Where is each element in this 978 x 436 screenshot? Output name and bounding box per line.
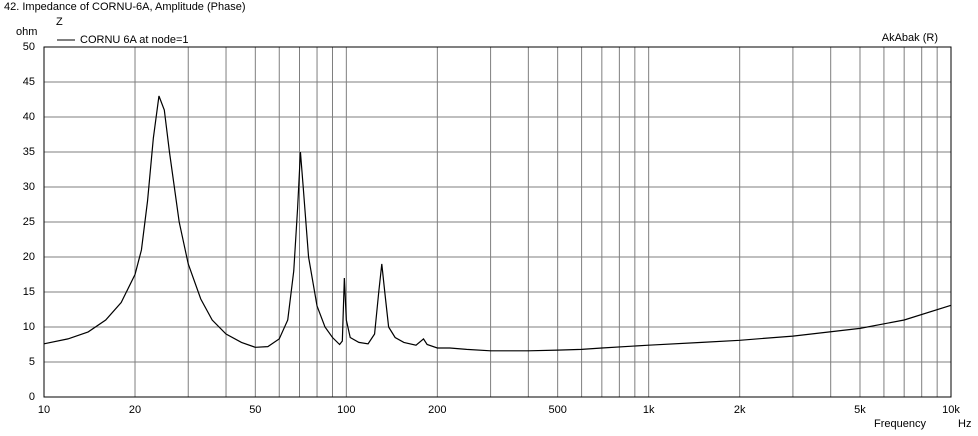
x-tick-label: 50 — [249, 404, 261, 416]
x-tick-label: 2k — [734, 404, 746, 416]
x-tick-label: 500 — [548, 404, 566, 416]
y-unit: ohm — [16, 26, 37, 38]
y-label: Z — [56, 16, 63, 28]
y-tick-label: 20 — [23, 251, 35, 263]
y-tick-label: 50 — [23, 41, 35, 53]
y-tick-label: 35 — [23, 146, 35, 158]
x-tick-label: 100 — [337, 404, 355, 416]
x-label: Frequency — [874, 418, 926, 430]
y-tick-label: 15 — [23, 286, 35, 298]
y-tick-label: 5 — [29, 356, 35, 368]
x-tick-label: 10 — [38, 404, 50, 416]
x-tick-label: 20 — [129, 404, 141, 416]
x-tick-label: 200 — [428, 404, 446, 416]
x-unit: Hz — [958, 418, 971, 430]
y-tick-label: 0 — [29, 391, 35, 403]
plot-frame — [43, 46, 952, 398]
y-tick-label: 45 — [23, 76, 35, 88]
y-tick-label: 10 — [23, 321, 35, 333]
watermark: AkAbak (R) — [882, 32, 938, 44]
x-tick-label: 1k — [643, 404, 655, 416]
legend-label: CORNU 6A at node=1 — [80, 34, 189, 46]
y-tick-label: 40 — [23, 111, 35, 123]
x-tick-label: 5k — [854, 404, 866, 416]
x-tick-label: 10k — [942, 404, 960, 416]
impedance-line — [43, 95, 952, 352]
y-tick-label: 30 — [23, 181, 35, 193]
y-tick-label: 25 — [23, 216, 35, 228]
chart-title: 42. Impedance of CORNU-6A, Amplitude (Ph… — [4, 1, 246, 13]
